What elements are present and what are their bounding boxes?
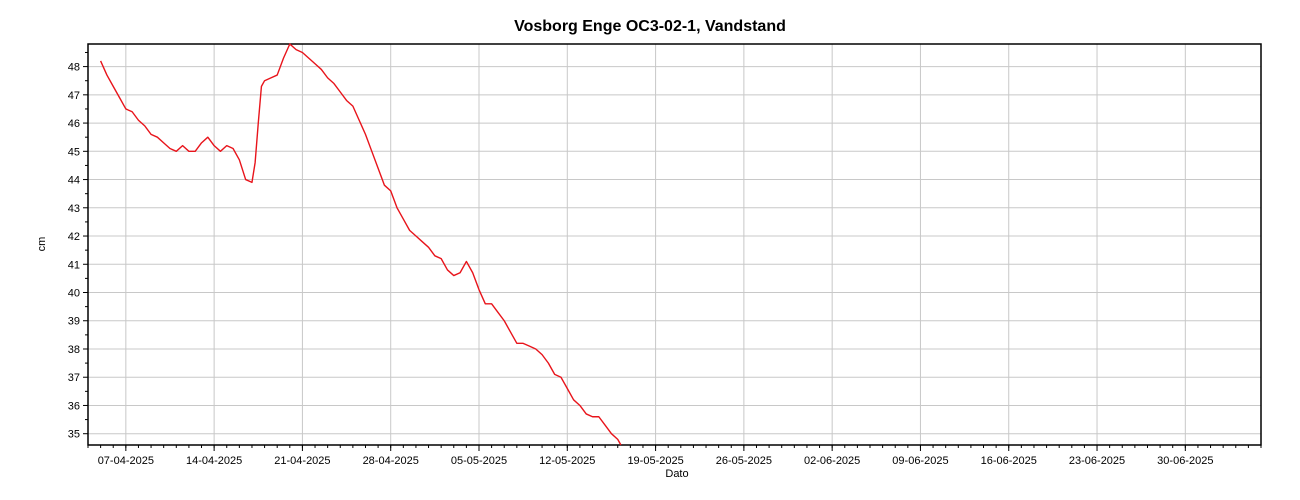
series-line [99, 43, 622, 446]
x-tick-label: 19-05-2025 [627, 455, 683, 467]
y-tick-label: 35 [68, 429, 80, 441]
x-tick-label: 26-05-2025 [716, 455, 772, 467]
y-tick-label: 41 [68, 259, 80, 271]
x-tick-label: 14-04-2025 [186, 455, 242, 467]
ticks: 07-04-2025 14-04-2025 21-04-2025 28-04-2025… [68, 51, 1262, 467]
y-axis-title: cm [36, 237, 48, 252]
y-tick-label: 37 [68, 372, 80, 384]
x-tick-label: 30-06-2025 [1157, 455, 1213, 467]
series-layer [99, 43, 622, 446]
y-tick-label: 42 [68, 231, 80, 243]
y-tick-label: 40 [68, 288, 80, 300]
y-tick-label: 36 [68, 400, 80, 412]
x-tick-label: 21-04-2025 [274, 455, 330, 467]
x-tick-label: 07-04-2025 [98, 455, 154, 467]
chart-title: Vosborg Enge OC3-02-1, Vandstand [514, 18, 786, 35]
y-tick-label: 38 [68, 344, 80, 356]
x-tick-label: 09-06-2025 [892, 455, 948, 467]
y-tick-label: 46 [68, 118, 80, 130]
y-tick-label: 45 [68, 146, 80, 158]
x-tick-label: 23-06-2025 [1069, 455, 1125, 467]
grid [88, 44, 1261, 445]
y-tick-label: 39 [68, 316, 80, 328]
x-tick-label: 12-05-2025 [539, 455, 595, 467]
x-tick-label: 05-05-2025 [451, 455, 507, 467]
plot-frame [87, 43, 1262, 446]
x-axis-title: Dato [665, 468, 688, 480]
x-tick-label: 28-04-2025 [363, 455, 419, 467]
x-tick-label: 16-06-2025 [981, 455, 1037, 467]
y-tick-label: 44 [68, 175, 80, 187]
y-tick-label: 47 [68, 90, 80, 102]
y-tick-label: 48 [68, 62, 80, 74]
x-tick-label: 02-06-2025 [804, 455, 860, 467]
y-tick-label: 43 [68, 203, 80, 215]
